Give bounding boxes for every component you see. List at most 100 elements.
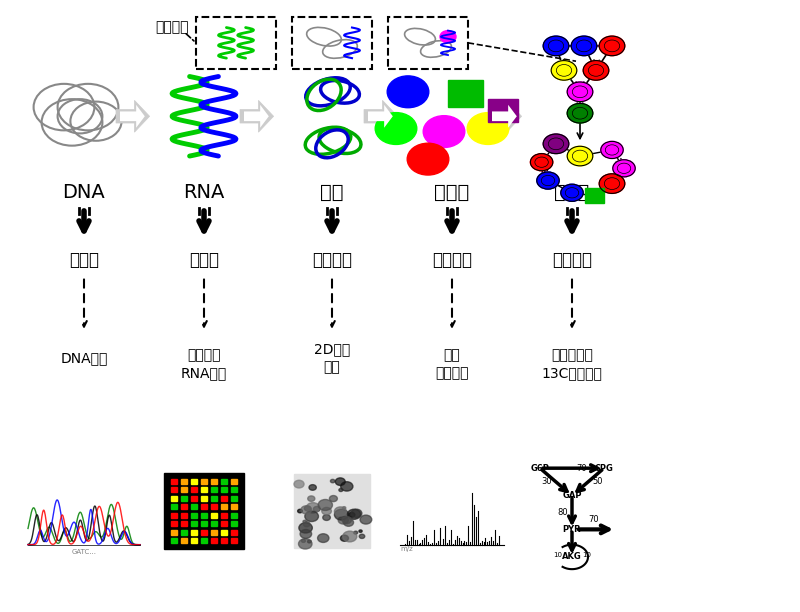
FancyBboxPatch shape: [181, 487, 187, 492]
Circle shape: [341, 482, 353, 491]
FancyBboxPatch shape: [221, 521, 227, 526]
Circle shape: [349, 512, 355, 517]
Circle shape: [347, 509, 361, 520]
Circle shape: [601, 141, 623, 159]
Circle shape: [334, 509, 349, 520]
Circle shape: [322, 507, 331, 515]
Text: 50: 50: [592, 477, 603, 487]
Circle shape: [351, 509, 362, 518]
Text: m/z: m/z: [400, 546, 413, 552]
Circle shape: [308, 496, 315, 501]
Circle shape: [407, 143, 449, 175]
Text: 70: 70: [576, 464, 587, 472]
Text: AKG: AKG: [562, 553, 582, 561]
FancyBboxPatch shape: [230, 530, 238, 535]
FancyBboxPatch shape: [170, 496, 178, 501]
FancyBboxPatch shape: [230, 521, 238, 526]
Circle shape: [440, 31, 456, 43]
Text: 质谱
核磁共振: 质谱 核磁共振: [435, 348, 469, 380]
Circle shape: [561, 184, 583, 201]
Text: 蛋白: 蛋白: [320, 183, 344, 203]
FancyBboxPatch shape: [190, 513, 198, 518]
Circle shape: [530, 154, 553, 171]
FancyBboxPatch shape: [221, 539, 227, 543]
FancyBboxPatch shape: [221, 479, 227, 483]
FancyBboxPatch shape: [210, 530, 218, 535]
FancyBboxPatch shape: [230, 539, 238, 543]
FancyBboxPatch shape: [181, 504, 187, 509]
FancyBboxPatch shape: [190, 530, 198, 535]
FancyBboxPatch shape: [181, 513, 187, 518]
FancyBboxPatch shape: [201, 496, 207, 501]
FancyBboxPatch shape: [190, 539, 198, 543]
Text: 转录组: 转录组: [189, 251, 219, 269]
Circle shape: [339, 488, 343, 491]
Text: 代谢流: 代谢流: [554, 183, 590, 203]
Circle shape: [330, 496, 338, 502]
Circle shape: [322, 515, 330, 520]
Circle shape: [305, 511, 318, 521]
Circle shape: [583, 61, 609, 80]
FancyBboxPatch shape: [170, 521, 178, 526]
FancyBboxPatch shape: [170, 530, 178, 535]
FancyBboxPatch shape: [585, 188, 604, 203]
Circle shape: [543, 134, 569, 154]
FancyBboxPatch shape: [230, 496, 238, 501]
Circle shape: [335, 478, 346, 485]
Circle shape: [342, 517, 351, 524]
FancyBboxPatch shape: [190, 521, 198, 526]
FancyBboxPatch shape: [230, 504, 238, 509]
Text: G6P: G6P: [530, 464, 550, 472]
Circle shape: [613, 160, 635, 177]
Circle shape: [567, 103, 593, 123]
FancyBboxPatch shape: [170, 479, 178, 483]
Circle shape: [318, 534, 329, 542]
FancyBboxPatch shape: [190, 496, 198, 501]
Circle shape: [309, 485, 316, 490]
FancyBboxPatch shape: [488, 99, 518, 122]
FancyBboxPatch shape: [201, 530, 207, 535]
Text: 代谢物: 代谢物: [434, 183, 470, 203]
Circle shape: [298, 539, 312, 549]
FancyBboxPatch shape: [190, 479, 198, 483]
Circle shape: [298, 509, 302, 513]
FancyBboxPatch shape: [210, 513, 218, 518]
Text: 70: 70: [588, 515, 598, 524]
FancyBboxPatch shape: [210, 539, 218, 543]
Polygon shape: [240, 100, 274, 132]
FancyBboxPatch shape: [170, 504, 178, 509]
Polygon shape: [120, 105, 145, 128]
Circle shape: [551, 61, 577, 80]
Circle shape: [334, 507, 346, 516]
Circle shape: [318, 499, 333, 510]
Circle shape: [359, 530, 362, 532]
Circle shape: [543, 36, 569, 56]
Text: 80: 80: [557, 508, 568, 517]
Circle shape: [599, 36, 625, 56]
Circle shape: [354, 531, 358, 534]
FancyBboxPatch shape: [221, 530, 227, 535]
Circle shape: [537, 172, 559, 189]
Circle shape: [599, 174, 625, 193]
Text: 相互作用: 相互作用: [155, 21, 189, 34]
FancyBboxPatch shape: [201, 521, 207, 526]
Text: 30: 30: [541, 477, 552, 487]
FancyBboxPatch shape: [210, 504, 218, 509]
Text: 代谢流组: 代谢流组: [552, 251, 592, 269]
Text: GAP: GAP: [562, 491, 582, 500]
Text: 10: 10: [553, 552, 562, 558]
Circle shape: [387, 76, 429, 108]
Circle shape: [303, 520, 306, 523]
Circle shape: [294, 480, 304, 488]
Circle shape: [567, 146, 593, 166]
Text: 代谢物组: 代谢物组: [432, 251, 472, 269]
FancyBboxPatch shape: [201, 539, 207, 543]
FancyBboxPatch shape: [230, 487, 238, 492]
Circle shape: [330, 479, 335, 483]
FancyBboxPatch shape: [210, 521, 218, 526]
Circle shape: [306, 502, 320, 513]
FancyBboxPatch shape: [201, 487, 207, 492]
Circle shape: [300, 529, 312, 539]
FancyBboxPatch shape: [181, 539, 187, 543]
FancyBboxPatch shape: [170, 513, 178, 518]
